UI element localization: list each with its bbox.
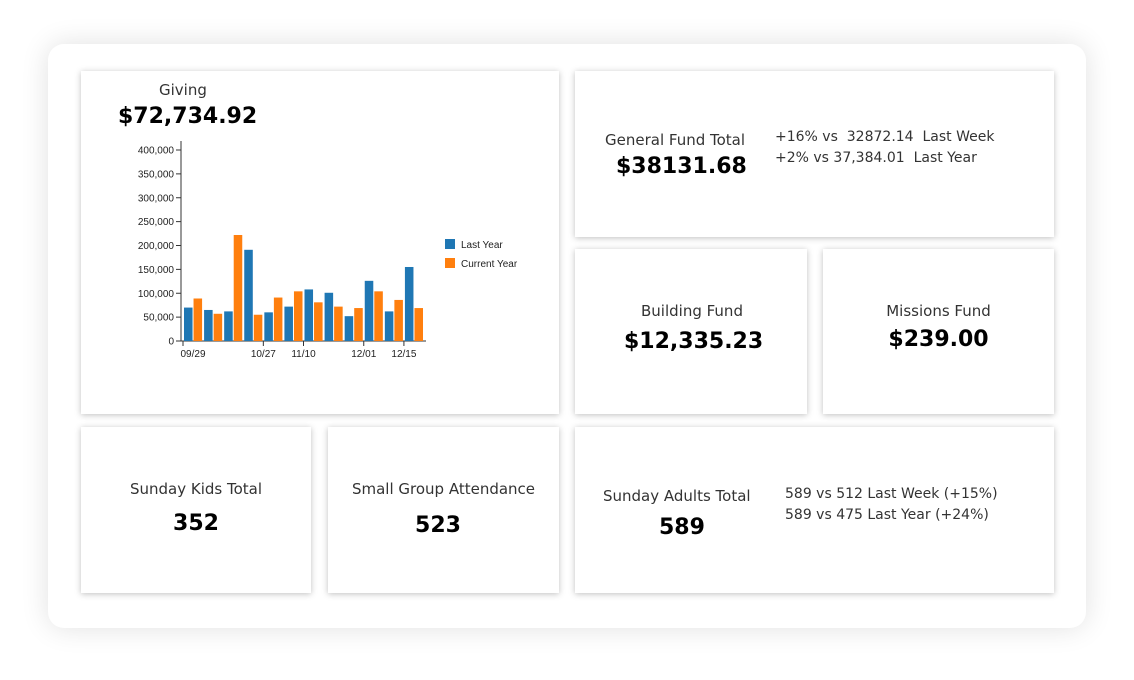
building-fund-label: Building Fund	[641, 302, 743, 320]
bar-current-year	[314, 302, 323, 341]
bar-last-year	[384, 311, 394, 341]
bar-last-year	[304, 289, 314, 341]
sunday-kids-card: Sunday Kids Total 352	[81, 427, 311, 593]
general-fund-label: General Fund Total	[605, 131, 746, 149]
general-fund-vs-year: +2% vs 37,384.01 Last Year	[775, 150, 977, 166]
bar-last-year	[344, 316, 354, 341]
sunday-adults-vs-year: 589 vs 475 Last Year (+24%)	[785, 507, 989, 523]
small-group-card: Small Group Attendance 523	[328, 427, 559, 593]
sunday-adults-label: Sunday Adults Total	[603, 487, 751, 505]
bar-last-year	[244, 249, 253, 341]
small-group-value: 523	[415, 513, 461, 538]
y-tick-label: 300,000	[138, 193, 175, 204]
bar-current-year	[273, 297, 283, 341]
bar-last-year	[264, 312, 273, 341]
giving-chart: 0 50,000 100,000 150,000 200,000 250,000 300,0…	[138, 141, 518, 360]
bar-current-year	[233, 234, 243, 341]
bar-last-year	[204, 309, 213, 341]
bar-last-year	[184, 307, 193, 341]
general-fund-card: General Fund Total $38131.68 +16% vs 328…	[575, 71, 1054, 237]
bar-current-year	[193, 298, 203, 341]
bar-last-year	[324, 292, 334, 341]
bar-current-year	[354, 308, 363, 341]
x-tick-label: 09/29	[180, 349, 205, 360]
legend-label: Last Year	[461, 240, 503, 251]
sunday-adults-vs-week: 589 vs 512 Last Week (+15%)	[785, 486, 998, 502]
y-tick-label: 0	[168, 337, 174, 348]
legend-swatch	[445, 258, 455, 268]
bar-current-year	[414, 308, 423, 341]
bar-current-year	[253, 314, 263, 341]
y-tick-label: 400,000	[138, 146, 175, 157]
building-fund-card: Building Fund $12,335.23	[575, 249, 807, 414]
bar-last-year	[224, 311, 233, 341]
general-fund-vs-week: +16% vs 32872.14 Last Week	[775, 129, 995, 145]
x-tick-label: 12/15	[391, 349, 416, 360]
missions-fund-label: Missions Fund	[886, 302, 991, 320]
y-tick-label: 50,000	[143, 313, 174, 324]
y-tick-label: 350,000	[138, 169, 175, 180]
small-group-label: Small Group Attendance	[351, 480, 536, 498]
giving-card: Giving $72,734.92 0 50,000 100,000 150,000 2…	[81, 71, 559, 414]
legend-label: Current Year	[461, 259, 518, 270]
missions-fund-value: $239.00	[888, 327, 989, 352]
sunday-kids-value: 352	[173, 511, 219, 536]
sunday-adults-value: 589	[659, 515, 705, 540]
sunday-kids-label: Sunday Kids Total	[129, 480, 263, 498]
bar-current-year	[213, 313, 223, 341]
bar-last-year	[284, 306, 293, 341]
bar-last-year	[404, 266, 414, 341]
y-tick-label: 100,000	[138, 289, 175, 300]
general-fund-value: $38131.68	[616, 154, 747, 179]
bar-last-year	[364, 280, 374, 341]
bar-current-year	[394, 299, 403, 341]
bar-current-year	[293, 291, 303, 341]
sunday-adults-card: Sunday Adults Total 589 589 vs 512 Last …	[575, 427, 1054, 593]
giving-total: $72,734.92	[118, 104, 258, 129]
giving-label: Giving	[159, 81, 207, 99]
x-tick-label: 11/10	[291, 349, 316, 360]
bar-current-year	[334, 306, 343, 341]
x-tick-label: 12/01	[351, 349, 376, 360]
y-tick-label: 200,000	[138, 241, 175, 252]
building-fund-value: $12,335.23	[624, 329, 764, 354]
missions-fund-card: Missions Fund $239.00	[823, 249, 1054, 414]
x-tick-label: 10/27	[251, 349, 276, 360]
legend-swatch	[445, 239, 455, 249]
y-tick-label: 250,000	[138, 217, 175, 228]
y-tick-label: 150,000	[138, 265, 175, 276]
bar-current-year	[374, 291, 383, 341]
